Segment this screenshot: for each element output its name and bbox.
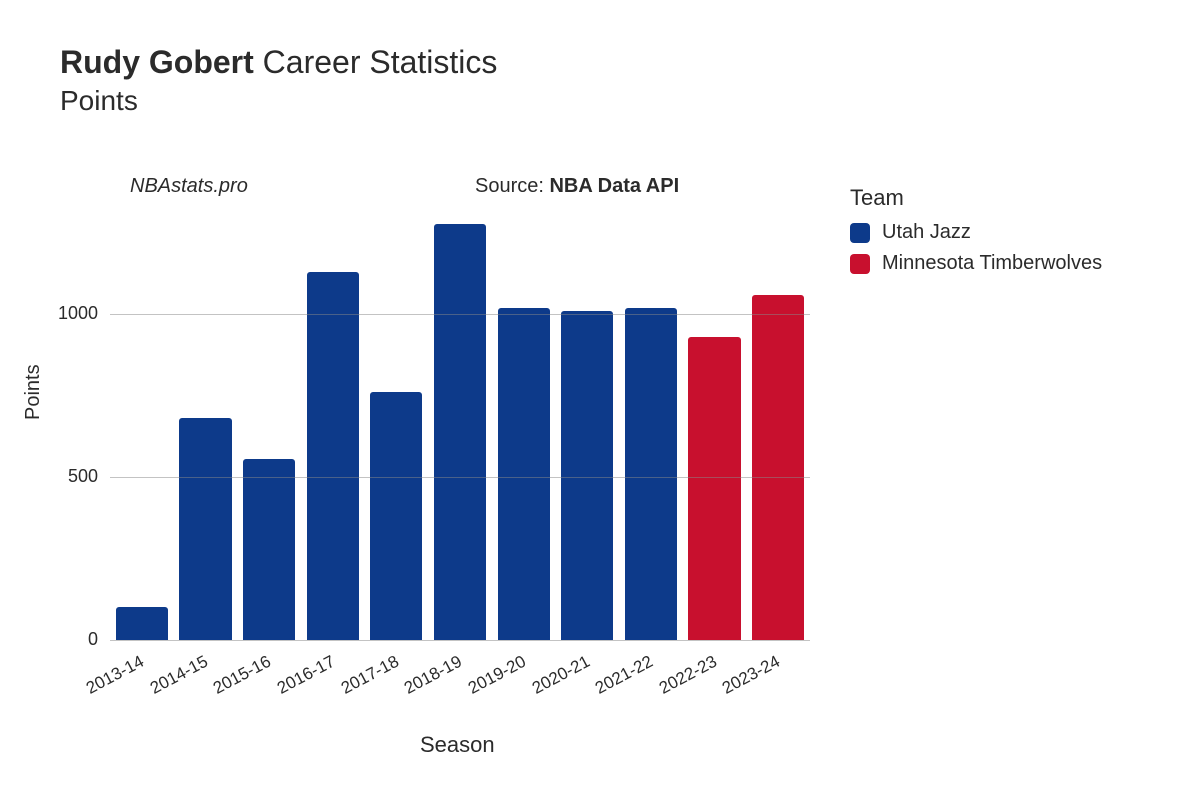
legend-title: Team: [850, 185, 1102, 211]
legend-items: Utah Jazz Minnesota Timberwolves: [850, 221, 1102, 275]
x-tick-label: 2016-17: [274, 652, 338, 699]
source-prefix: Source:: [475, 175, 549, 197]
x-tick-label: 2022-23: [656, 652, 720, 699]
gridline: [110, 314, 810, 315]
plot-area: 05001000: [110, 200, 810, 640]
bar: [498, 308, 550, 640]
x-tick-label: 2020-21: [529, 652, 593, 699]
x-axis-title: Season: [420, 732, 495, 758]
legend-item: Utah Jazz: [850, 221, 1102, 244]
chart-container: Rudy Gobert Career Statistics Points NBA…: [0, 0, 1200, 800]
bar: [243, 459, 295, 640]
legend: Team Utah Jazz Minnesota Timberwolves: [850, 185, 1102, 275]
x-tick-label: 2018-19: [401, 652, 465, 699]
y-tick-label: 500: [68, 466, 98, 487]
gridline: [110, 477, 810, 478]
x-tick-label: 2023-24: [719, 652, 783, 699]
chart-subtitle: Points: [60, 85, 497, 117]
legend-label: Utah Jazz: [882, 221, 971, 244]
bar: [434, 224, 486, 640]
bars-group: [110, 200, 810, 640]
y-tick-label: 1000: [58, 303, 98, 324]
legend-swatch: [850, 254, 870, 274]
legend-label: Minnesota Timberwolves: [882, 252, 1102, 275]
source-attribution: Source: NBA Data API: [475, 175, 679, 198]
gridline: [110, 640, 810, 641]
bar: [752, 295, 804, 640]
x-tick-label: 2015-16: [210, 652, 274, 699]
chart-title: Rudy Gobert Career Statistics: [60, 44, 497, 81]
bar: [625, 308, 677, 640]
bar: [116, 607, 168, 640]
title-player-name: Rudy Gobert: [60, 44, 254, 80]
source-name: NBA Data API: [549, 175, 679, 197]
legend-item: Minnesota Timberwolves: [850, 252, 1102, 275]
y-axis-title: Points: [22, 364, 45, 420]
title-suffix: Career Statistics: [254, 44, 498, 80]
x-tick-label: 2017-18: [338, 652, 402, 699]
x-tick-label: 2019-20: [465, 652, 529, 699]
x-tick-label: 2014-15: [147, 652, 211, 699]
title-block: Rudy Gobert Career Statistics Points: [60, 44, 497, 117]
watermark-text: NBAstats.pro: [130, 175, 248, 198]
x-tick-label: 2021-22: [592, 652, 656, 699]
bar: [688, 337, 740, 640]
x-tick-label: 2013-14: [83, 652, 147, 699]
y-tick-label: 0: [88, 629, 98, 650]
legend-swatch: [850, 223, 870, 243]
bar: [370, 392, 422, 640]
bar: [179, 418, 231, 640]
bar: [561, 311, 613, 640]
bar: [307, 272, 359, 640]
